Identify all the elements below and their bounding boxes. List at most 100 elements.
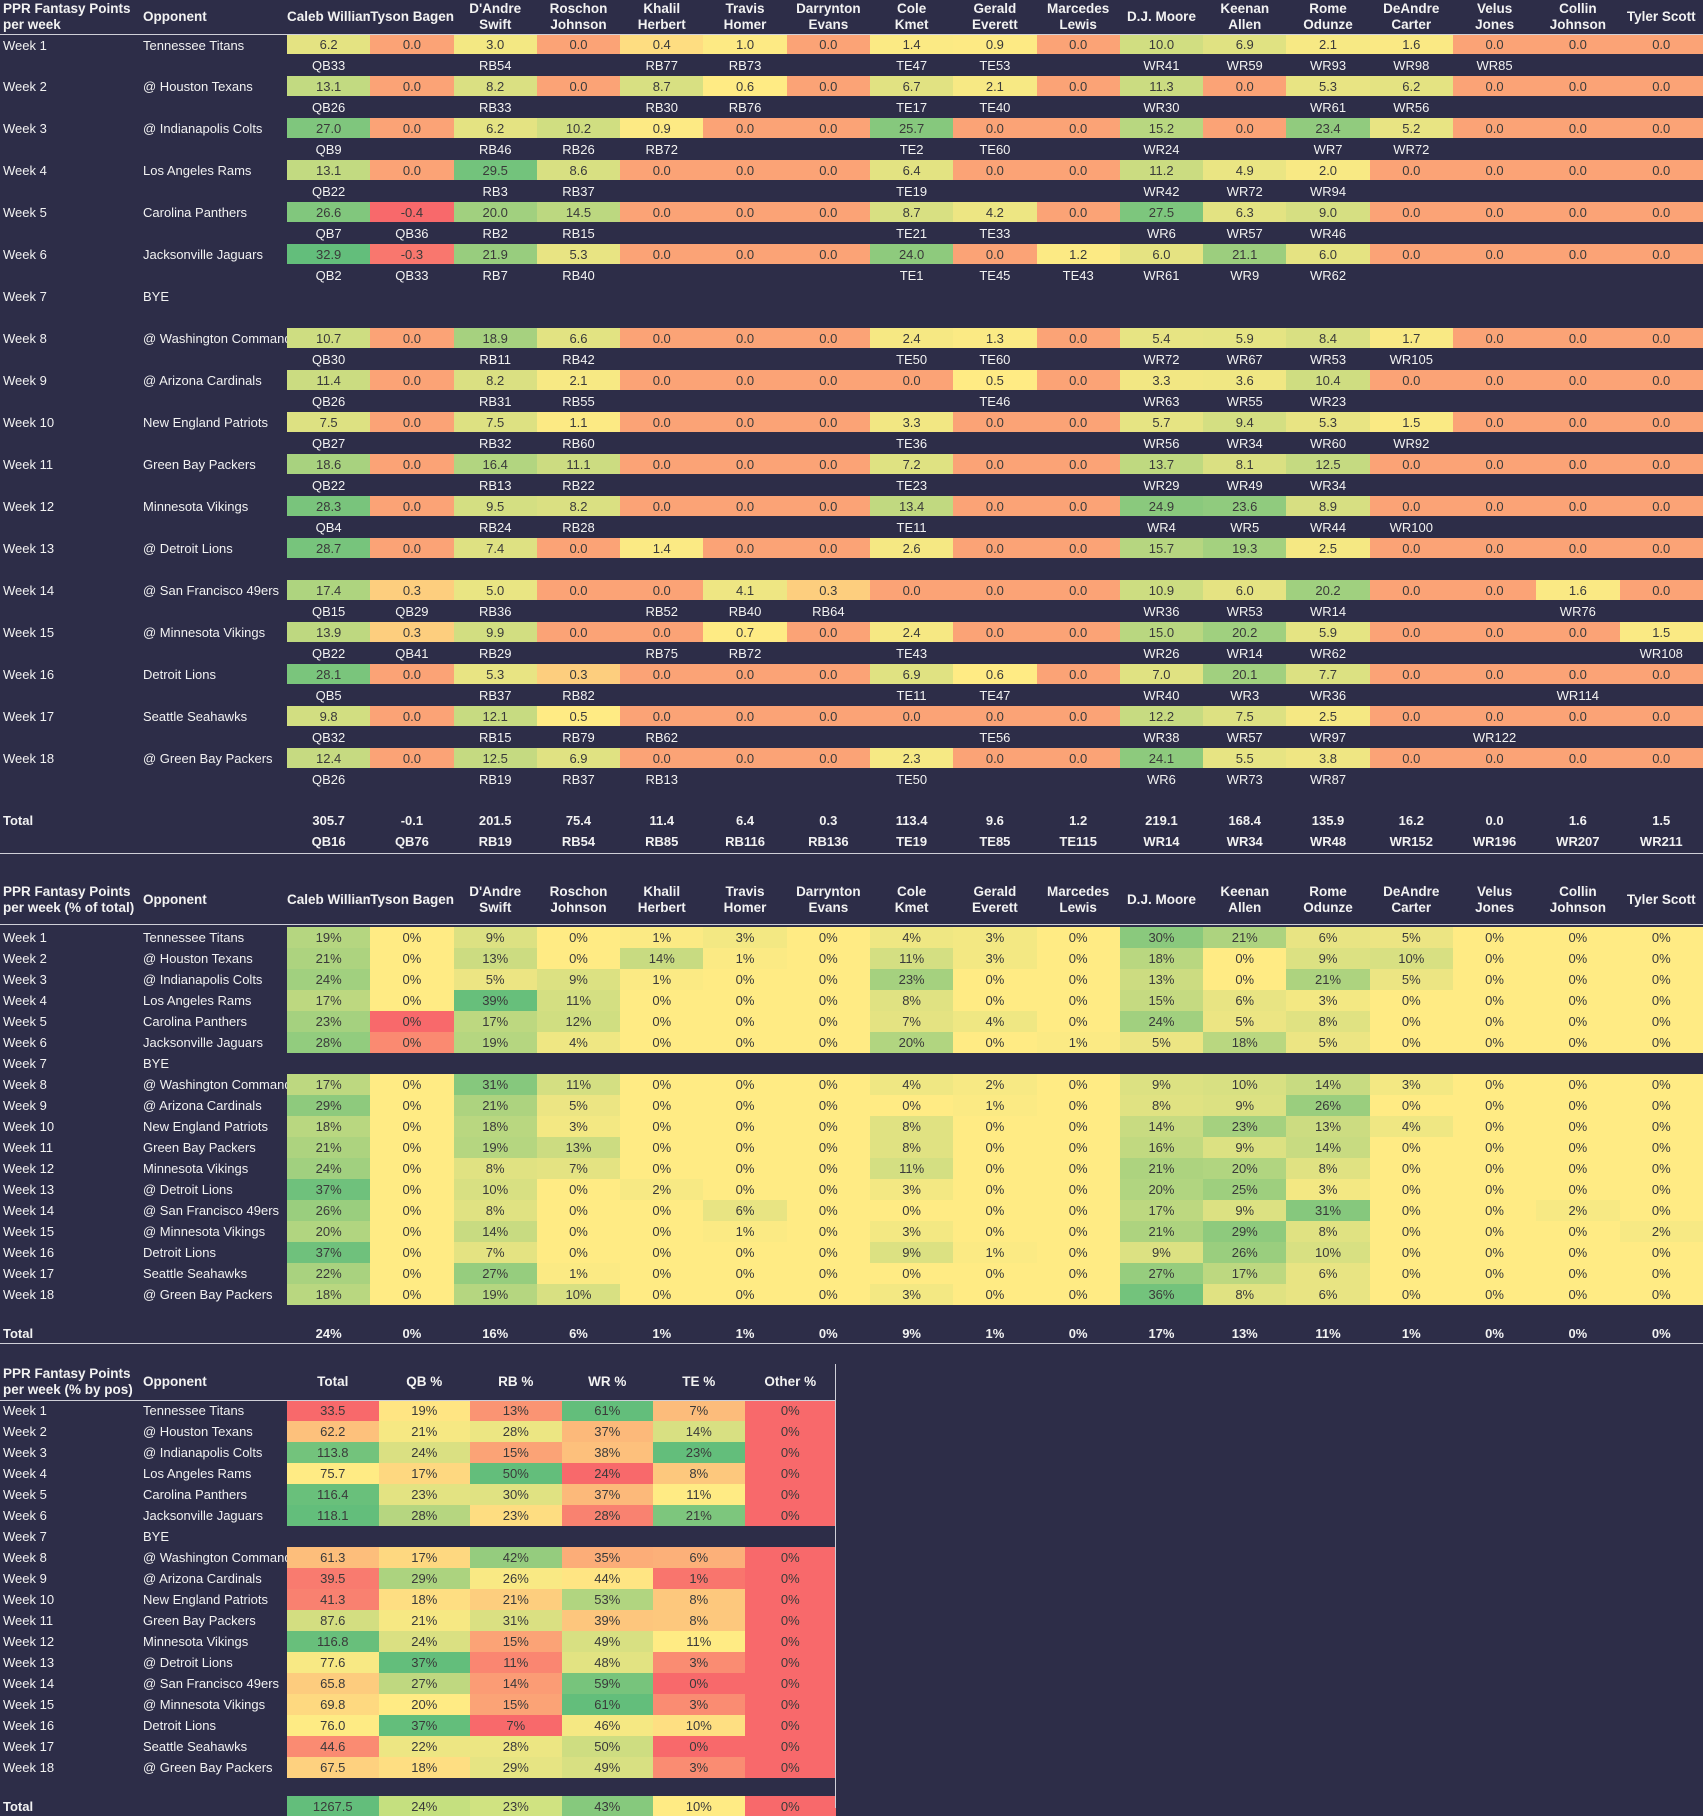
points-cell[interactable] — [454, 286, 537, 306]
percent-cell[interactable]: 0% — [1536, 1074, 1619, 1095]
percent-cell[interactable]: 12% — [537, 1011, 620, 1032]
position-percent-cell[interactable] — [745, 1526, 837, 1547]
opponent-cell[interactable]: @ Green Bay Packers — [140, 1757, 287, 1778]
percent-cell[interactable]: 10% — [1286, 1242, 1369, 1263]
points-cell[interactable]: 24.9 — [1120, 496, 1203, 516]
points-cell[interactable]: 0.0 — [953, 706, 1036, 726]
percent-cell[interactable]: 31% — [454, 1074, 537, 1095]
column-header-te[interactable]: TE % — [653, 1364, 745, 1400]
points-cell[interactable]: 0.0 — [953, 454, 1036, 474]
percent-cell[interactable]: 0% — [787, 1179, 870, 1200]
percent-cell[interactable]: 5% — [1203, 1011, 1286, 1032]
week-label[interactable]: Week 1 — [0, 1400, 140, 1421]
points-cell[interactable]: 0.0 — [1620, 454, 1703, 474]
column-header-rb[interactable]: RB % — [470, 1364, 562, 1400]
rank-cell[interactable] — [953, 180, 1036, 202]
week-label[interactable]: Week 6 — [0, 1505, 140, 1526]
rank-cell[interactable]: RB54 — [454, 54, 537, 76]
points-cell[interactable]: 0.0 — [953, 622, 1036, 642]
points-cell[interactable]: 6.4 — [870, 160, 953, 180]
percent-cell[interactable]: 0% — [870, 1095, 953, 1116]
rank-cell[interactable]: WR87 — [1286, 768, 1369, 790]
points-cell[interactable]: 1.5 — [1620, 622, 1703, 642]
percent-cell[interactable]: 0% — [703, 1158, 786, 1179]
rank-cell[interactable]: WR61 — [1120, 264, 1203, 286]
rank-cell[interactable] — [620, 432, 703, 454]
percent-cell[interactable]: 0% — [1037, 1284, 1120, 1305]
week-label[interactable]: Week 14 — [0, 1673, 140, 1694]
points-cell[interactable]: 0.0 — [1037, 160, 1120, 180]
points-cell[interactable] — [1037, 286, 1120, 306]
opponent-cell[interactable]: @ Arizona Cardinals — [140, 370, 287, 412]
points-cell[interactable]: 0.0 — [1536, 370, 1619, 390]
percent-cell[interactable]: 3% — [1370, 1074, 1453, 1095]
total-rank-cell[interactable]: RB116 — [703, 831, 786, 852]
rank-cell[interactable] — [703, 348, 786, 370]
rank-cell[interactable]: WR100 — [1370, 516, 1453, 538]
points-cell[interactable]: 0.0 — [953, 538, 1036, 558]
percent-cell[interactable]: 9% — [1203, 1095, 1286, 1116]
week-label[interactable]: Week 15 — [0, 1694, 140, 1715]
total-percent-cell[interactable]: 1% — [620, 1323, 703, 1343]
percent-cell[interactable]: 0% — [703, 990, 786, 1011]
rank-cell[interactable]: RB75 — [620, 642, 703, 664]
points-cell[interactable]: 0.0 — [787, 496, 870, 516]
points-cell[interactable]: 0.0 — [370, 370, 453, 390]
percent-cell[interactable]: 0% — [703, 1074, 786, 1095]
points-cell[interactable]: 0.3 — [787, 580, 870, 600]
opponent-cell[interactable]: @ Arizona Cardinals — [140, 1568, 287, 1589]
points-cell[interactable]: 21.1 — [1203, 244, 1286, 264]
rank-cell[interactable] — [1453, 558, 1536, 580]
rank-cell[interactable]: TE50 — [870, 348, 953, 370]
points-cell[interactable]: 3.3 — [870, 412, 953, 432]
opponent-cell[interactable]: New England Patriots — [140, 1116, 287, 1137]
percent-cell[interactable]: 7% — [870, 1011, 953, 1032]
total-rank-cell[interactable]: WR211 — [1620, 831, 1703, 852]
rank-cell[interactable]: WR38 — [1120, 726, 1203, 748]
percent-cell[interactable]: 4% — [537, 1032, 620, 1053]
percent-cell[interactable]: 0% — [787, 1284, 870, 1305]
week-label[interactable]: Week 3 — [0, 969, 140, 990]
opponent-cell[interactable]: @ Houston Texans — [140, 948, 287, 969]
position-percent-cell[interactable]: 17% — [379, 1547, 471, 1568]
percent-cell[interactable]: 0% — [787, 969, 870, 990]
percent-cell[interactable]: 0% — [1370, 1284, 1453, 1305]
percent-cell[interactable]: 13% — [537, 1137, 620, 1158]
percent-cell[interactable]: 0% — [953, 1263, 1036, 1284]
points-cell[interactable]: 0.0 — [703, 244, 786, 264]
opponent-cell[interactable]: New England Patriots — [140, 412, 287, 454]
percent-cell[interactable]: 0% — [537, 927, 620, 948]
points-cell[interactable]: 9.4 — [1203, 412, 1286, 432]
points-cell[interactable]: 0.0 — [1620, 202, 1703, 222]
percent-cell[interactable]: 0% — [870, 1200, 953, 1221]
percent-cell[interactable]: 1% — [620, 927, 703, 948]
points-cell[interactable]: 0.0 — [620, 412, 703, 432]
points-cell[interactable]: 0.0 — [1370, 706, 1453, 726]
points-cell[interactable]: 1.0 — [703, 34, 786, 54]
rank-cell[interactable]: WR85 — [1453, 54, 1536, 76]
opponent-cell[interactable]: Jacksonville Jaguars — [140, 1505, 287, 1526]
percent-cell[interactable]: 0% — [1037, 969, 1120, 990]
total-points-cell[interactable]: 116.8 — [287, 1631, 379, 1652]
position-percent-cell[interactable]: 0% — [745, 1463, 837, 1484]
percent-cell[interactable]: 0% — [1037, 1095, 1120, 1116]
rank-cell[interactable] — [1037, 180, 1120, 202]
percent-cell[interactable] — [1620, 1053, 1703, 1074]
rank-cell[interactable]: RB40 — [537, 264, 620, 286]
points-cell[interactable]: 0.0 — [370, 412, 453, 432]
rank-cell[interactable] — [454, 558, 537, 580]
percent-cell[interactable]: 1% — [953, 1095, 1036, 1116]
rank-cell[interactable] — [787, 180, 870, 202]
points-cell[interactable]: 3.3 — [1120, 370, 1203, 390]
points-cell[interactable]: 0.0 — [1037, 454, 1120, 474]
total-rank-cell[interactable]: WR196 — [1453, 831, 1536, 852]
column-header-other[interactable]: Other % — [745, 1364, 837, 1400]
percent-cell[interactable]: 0% — [370, 1179, 453, 1200]
percent-cell[interactable]: 0% — [703, 1011, 786, 1032]
points-cell[interactable]: 0.0 — [620, 202, 703, 222]
points-cell[interactable]: 6.9 — [1203, 34, 1286, 54]
points-cell[interactable]: 0.0 — [1037, 580, 1120, 600]
week-label[interactable]: Week 7 — [0, 1053, 140, 1074]
